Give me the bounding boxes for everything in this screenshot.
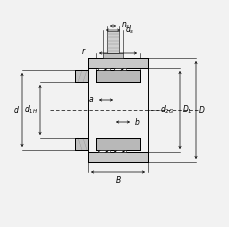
Text: $r$: $r$ [81, 46, 87, 56]
Polygon shape [114, 68, 125, 70]
Text: $d_s$: $d_s$ [124, 24, 134, 36]
Polygon shape [95, 70, 139, 82]
Text: $d_{1H}$: $d_{1H}$ [24, 104, 38, 116]
Text: $b$: $b$ [134, 116, 140, 128]
Text: $B$: $B$ [114, 174, 121, 185]
Polygon shape [98, 68, 109, 70]
Text: $d$: $d$ [13, 104, 20, 116]
Polygon shape [75, 138, 88, 150]
Bar [106, 31, 118, 53]
Polygon shape [114, 150, 125, 152]
Polygon shape [98, 150, 109, 152]
Polygon shape [88, 58, 147, 68]
Text: $D$: $D$ [197, 104, 204, 116]
Text: $D_1$: $D_1$ [181, 104, 192, 116]
Text: $a$: $a$ [87, 96, 94, 104]
Polygon shape [95, 138, 139, 150]
Text: $n_s$: $n_s$ [120, 21, 130, 31]
Polygon shape [88, 152, 147, 162]
Text: $d_{2G}$: $d_{2G}$ [159, 104, 173, 116]
Bar [103, 53, 123, 58]
Polygon shape [75, 70, 88, 82]
Text: $l$: $l$ [115, 40, 120, 51]
